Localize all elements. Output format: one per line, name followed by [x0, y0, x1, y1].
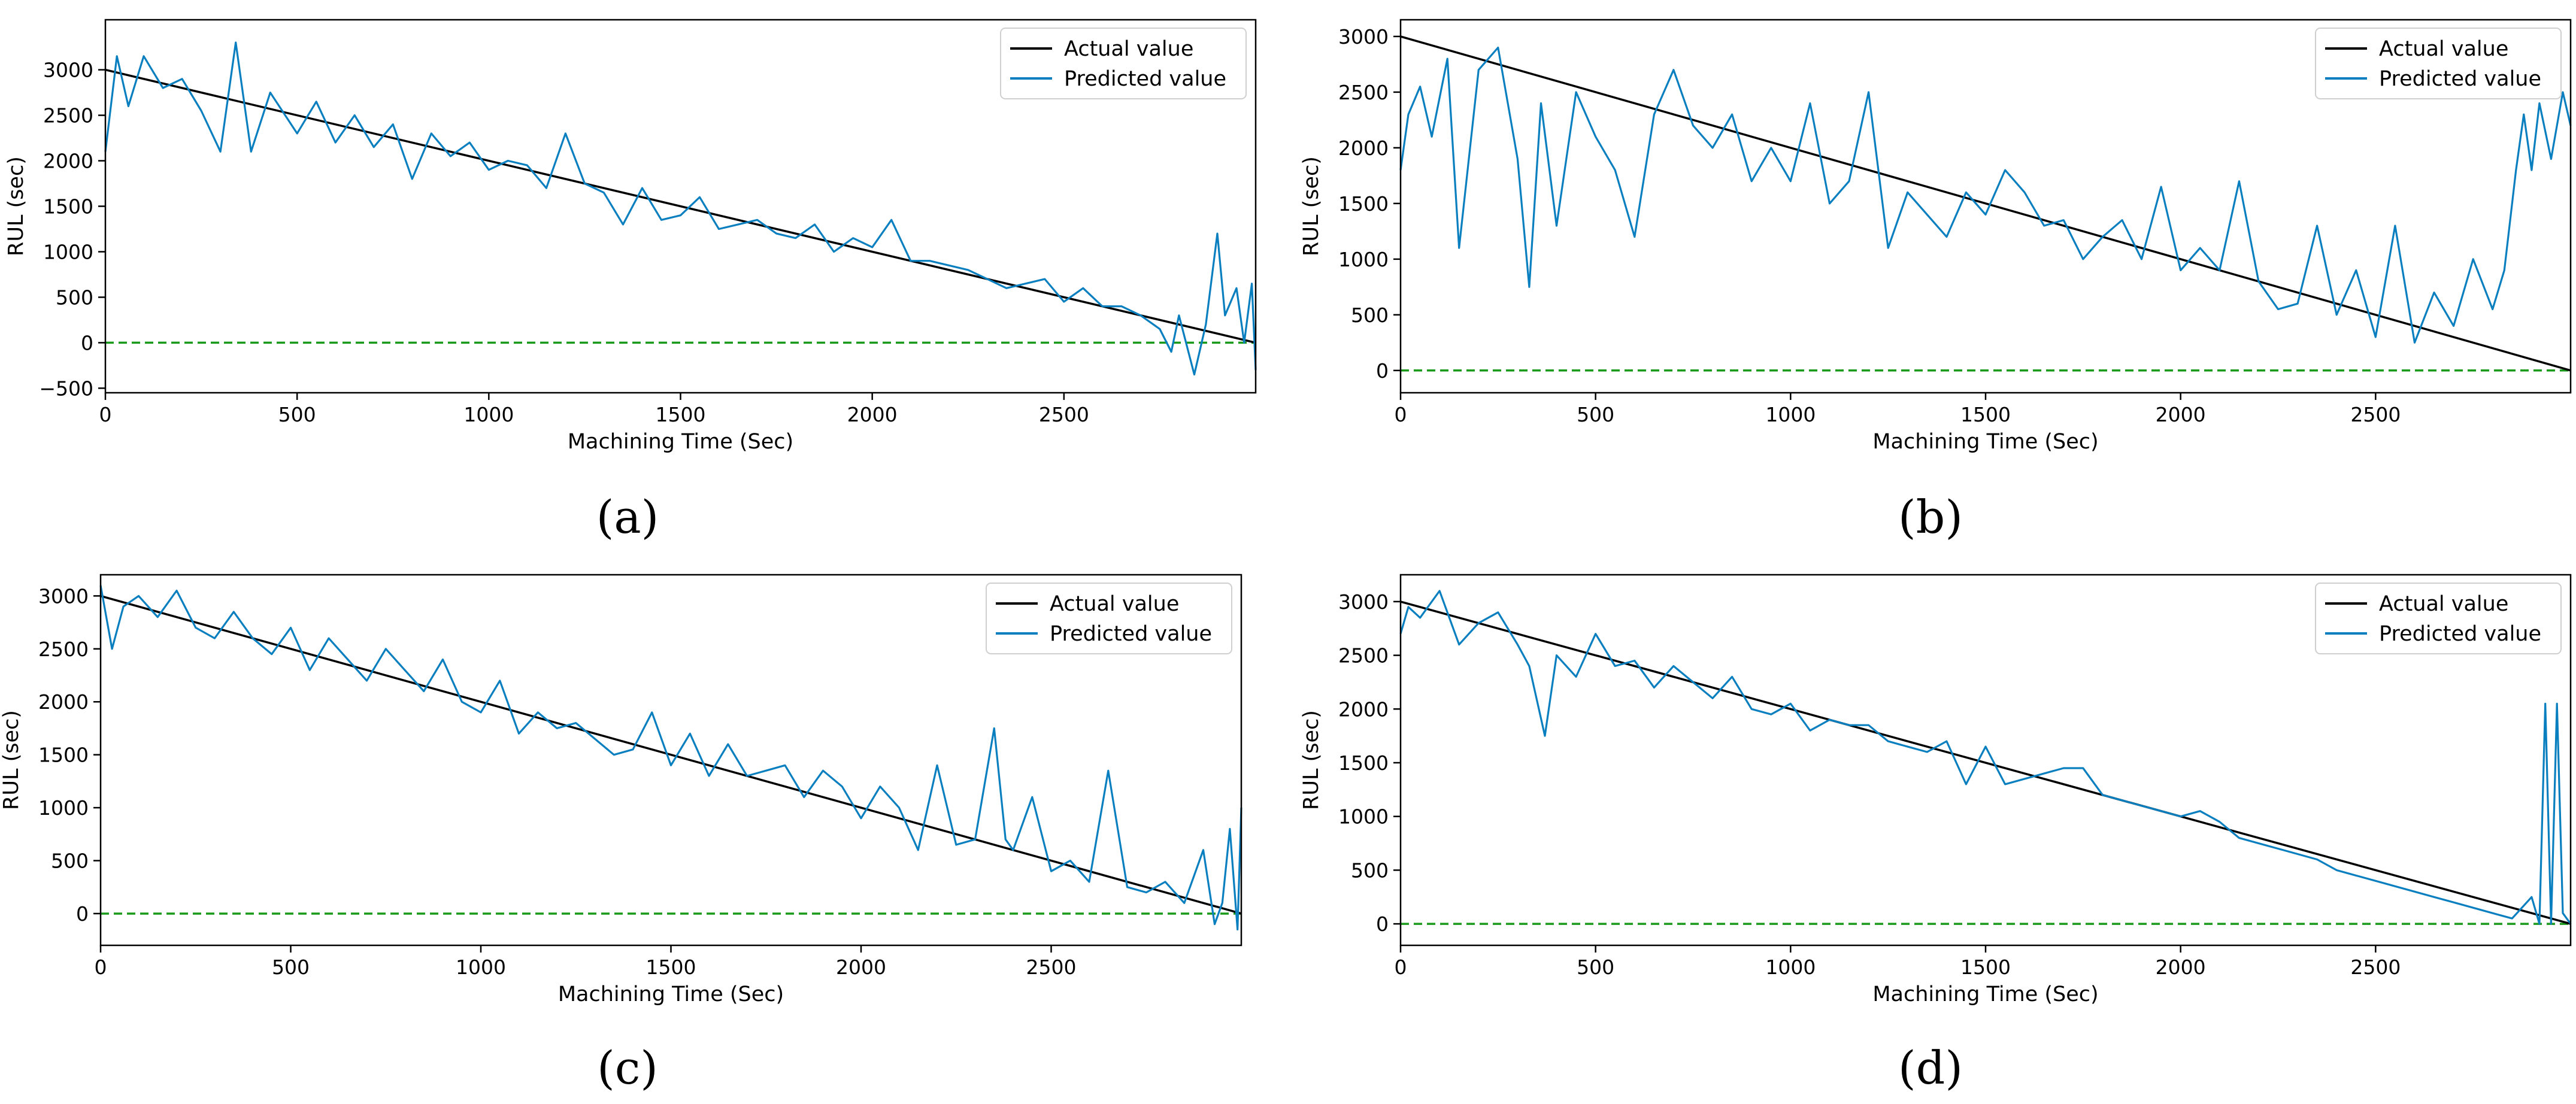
- actual-value-line: [1400, 600, 2571, 925]
- y-tick-label: 1500: [43, 195, 93, 219]
- x-tick-label: 1000: [1765, 956, 1816, 979]
- x-tick-label: 0: [1395, 956, 1407, 979]
- x-tick-label: 2500: [2350, 956, 2401, 979]
- x-tick-label: 500: [272, 956, 310, 979]
- subplot-b: 0 500 1000 1500 2000 2500 0 500 1000 1500 2000 2500…: [1299, 19, 2572, 544]
- x-tick-label: 1000: [1765, 403, 1816, 426]
- legend-label-predicted: Predicted value: [2379, 67, 2541, 91]
- x-tick-label: 2500: [1026, 956, 1077, 979]
- y-tick-label: 1500: [1338, 751, 1389, 775]
- x-axis-label: Machining Time (Sec): [558, 982, 784, 1006]
- y-tick-label: 2500: [38, 638, 89, 661]
- y-axis-label: RUL (sec): [4, 156, 28, 256]
- actual-value-line: [100, 595, 1242, 915]
- y-axis-label: RUL (sec): [1299, 156, 1323, 256]
- predicted-value-line: [1399, 46, 2572, 344]
- y-tick-label: 3000: [1338, 590, 1389, 614]
- x-tick-label: 1000: [456, 956, 506, 979]
- x-axis-label: Machining Time (Sec): [1872, 430, 2098, 454]
- x-tick-label: 1500: [1960, 956, 2011, 979]
- x-tick-label: 0: [99, 403, 112, 426]
- x-tick-label: 500: [1577, 403, 1614, 426]
- y-tick-label: 0: [1376, 912, 1389, 936]
- y-tick-label: −500: [39, 377, 93, 400]
- legend-label-predicted: Predicted value: [2379, 622, 2541, 646]
- y-tick-label: 2000: [43, 150, 93, 173]
- x-tick-label: 0: [95, 956, 107, 979]
- x-tick-label: 0: [1395, 403, 1407, 426]
- x-tick-label: 500: [1577, 956, 1614, 979]
- y-tick-label: 1000: [38, 796, 89, 820]
- y-tick-label: 3000: [43, 59, 93, 82]
- y-tick-label: 0: [76, 902, 89, 926]
- actual-value-line: [1400, 35, 2571, 372]
- y-axis-label: RUL (sec): [1299, 710, 1323, 810]
- legend-box: [2315, 28, 2562, 99]
- x-tick-label: 2000: [2156, 403, 2206, 426]
- subplot-caption: (d): [1898, 1041, 1963, 1094]
- x-tick-label: 2000: [847, 403, 898, 426]
- legend-label-actual: Actual value: [2379, 592, 2508, 616]
- x-tick-label: 1500: [1960, 403, 2011, 426]
- y-tick-label: 500: [1351, 859, 1389, 882]
- y-tick-label: 500: [51, 850, 89, 873]
- x-tick-label: 2500: [1039, 403, 1089, 426]
- actual-value-line: [105, 68, 1256, 344]
- legend-box: [2315, 583, 2562, 654]
- x-axis-label: Machining Time (Sec): [1872, 982, 2098, 1006]
- y-tick-label: 1500: [38, 744, 89, 767]
- subplot-d: 0 500 1000 1500 2000 2500 0 500 1000 1500 2000 2500…: [1299, 574, 2572, 1094]
- subplot-caption: (c): [597, 1041, 658, 1094]
- predicted-value-line: [99, 585, 1242, 931]
- y-tick-label: 500: [1351, 304, 1389, 327]
- y-tick-label: 0: [1376, 359, 1389, 383]
- y-tick-label: 2500: [1338, 81, 1389, 104]
- subplot-caption: (a): [596, 490, 659, 544]
- y-tick-label: 500: [56, 286, 93, 309]
- x-tick-label: 1500: [646, 956, 696, 979]
- x-tick-label: 1500: [656, 403, 706, 426]
- y-tick-label: 2000: [1338, 137, 1389, 160]
- y-tick-label: 3000: [1338, 25, 1389, 48]
- legend-label-predicted: Predicted value: [1064, 67, 1226, 91]
- predicted-value-line: [104, 41, 1257, 376]
- legend-box: [1000, 28, 1247, 99]
- y-axis-label: RUL (sec): [0, 710, 23, 810]
- x-tick-label: 2000: [836, 956, 886, 979]
- y-tick-label: 1500: [1338, 192, 1389, 216]
- legend-label-actual: Actual value: [1050, 592, 1179, 616]
- subplot-c: 0 500 1000 1500 2000 2500 0 500 1000 1500 2000 2500…: [0, 574, 1242, 1094]
- y-tick-label: 2500: [43, 104, 93, 128]
- subplot-a: 0 500 1000 1500 2000 2500 −500 0 500 1000 1500 2000…: [4, 19, 1257, 544]
- subplot-caption: (b): [1898, 490, 1963, 544]
- y-tick-label: 2500: [1338, 644, 1389, 668]
- x-axis-label: Machining Time (Sec): [568, 430, 793, 454]
- legend-label-predicted: Predicted value: [1050, 622, 1212, 646]
- x-tick-label: 500: [278, 403, 316, 426]
- y-tick-label: 1000: [1338, 248, 1389, 271]
- y-tick-label: 1000: [1338, 805, 1389, 829]
- y-tick-label: 2000: [1338, 697, 1389, 721]
- legend-label-actual: Actual value: [1064, 37, 1193, 61]
- y-tick-label: 3000: [38, 584, 89, 608]
- y-tick-label: 0: [81, 331, 93, 354]
- x-tick-label: 2500: [2350, 403, 2401, 426]
- legend-box: [986, 583, 1232, 654]
- x-tick-label: 1000: [463, 403, 514, 426]
- y-tick-label: 1000: [43, 240, 93, 263]
- y-tick-label: 2000: [38, 690, 89, 714]
- x-tick-label: 2000: [2156, 956, 2206, 979]
- legend-label-actual: Actual value: [2379, 37, 2508, 61]
- predicted-value-line: [1399, 590, 2572, 925]
